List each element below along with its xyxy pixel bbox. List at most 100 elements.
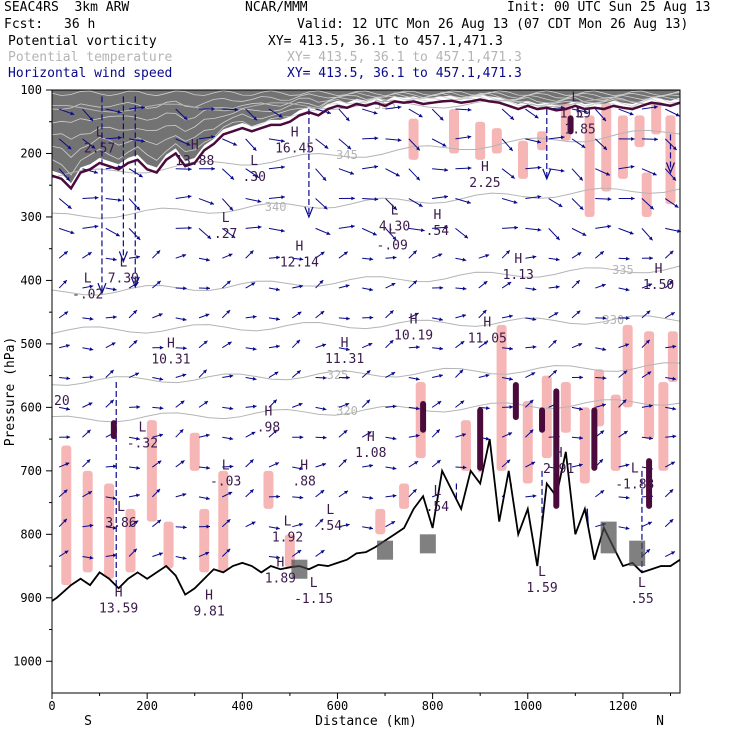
theta-contour-line — [51, 98, 681, 113]
wind-vector-head — [206, 524, 211, 529]
pv-shade-cell — [449, 109, 460, 154]
wind-vector-head — [182, 556, 187, 560]
wind-vector-head — [672, 434, 677, 439]
wind-vector-head — [369, 463, 374, 468]
wind-vector-head — [65, 462, 70, 466]
wind-vector-head — [182, 373, 187, 378]
wind-vector-head — [600, 430, 605, 435]
extremum-value: -.09 — [377, 238, 408, 253]
wind-vector-head — [324, 144, 329, 149]
edge-value-label: 20 — [54, 394, 70, 409]
wind-vector-head — [623, 370, 628, 375]
terrain-layer — [51, 438, 681, 693]
extremum-value: 10.19 — [394, 329, 433, 344]
wind-vector-head — [320, 550, 325, 554]
wind-vector-head — [529, 399, 534, 404]
extremum-value: 10.31 — [151, 353, 190, 368]
extremum-marker: L — [222, 211, 230, 226]
wind-vector-head — [552, 339, 557, 344]
wind-vector-head — [351, 196, 355, 201]
wind-vector-head — [227, 341, 232, 346]
wind-vector-head — [392, 436, 397, 441]
wind-vector-head — [631, 196, 635, 201]
strong-wind-head — [542, 168, 552, 181]
wind-vector-head — [467, 166, 472, 171]
wind-vector-head — [345, 347, 350, 352]
wind-vector-head — [94, 195, 99, 200]
wind-vector-head — [320, 490, 325, 494]
wind-vector-head — [87, 491, 92, 495]
wind-vector-head — [180, 460, 185, 465]
wind-vector-head — [366, 399, 370, 404]
wind-vector-head — [112, 496, 117, 501]
wind-vector-head — [89, 117, 94, 122]
pv-high-blob — [591, 407, 598, 471]
wind-vector-head — [159, 406, 164, 410]
wind-vector-head — [252, 346, 257, 351]
wind-vector-head — [226, 280, 231, 285]
wind-vector-head — [510, 174, 515, 179]
wind-vector-head — [276, 555, 280, 560]
wind-vector-head — [112, 525, 117, 530]
wind-vector-head — [436, 429, 440, 434]
wind-vector-head — [62, 280, 67, 285]
wind-vector-head — [89, 284, 94, 289]
wind-vector-head — [67, 204, 72, 209]
pv-shade-cell — [218, 470, 229, 573]
extremum-value: -.32 — [127, 436, 158, 451]
wind-vector-head — [66, 435, 71, 440]
wind-vector-head — [466, 200, 471, 204]
wind-vector-head — [183, 286, 187, 291]
wind-vector-head — [672, 176, 676, 181]
wind-vector-head — [202, 369, 207, 374]
extremum-value: 1.89 — [265, 572, 296, 587]
extremum-marker: L — [631, 462, 639, 477]
wind-vector-head — [483, 281, 488, 285]
wind-vector-head — [508, 146, 513, 151]
extremum-marker: H — [481, 160, 489, 175]
pv-high-blob — [553, 388, 560, 509]
wind-vector-head — [369, 526, 374, 530]
wind-vector-head — [392, 255, 397, 260]
wind-vector-head — [369, 287, 373, 292]
wind-vector-head — [416, 345, 420, 350]
y-axis-label: Pressure (hPa) — [3, 337, 18, 447]
pv-shade-cell — [104, 483, 115, 579]
wind-vector-head — [576, 310, 581, 315]
wind-vector-head — [373, 110, 378, 115]
y-tick-label: 500 — [20, 337, 42, 351]
wind-vector-head — [599, 459, 603, 463]
terrain-pv-shade — [291, 559, 308, 579]
wind-vector-head — [532, 494, 537, 499]
wind-vector-head — [206, 465, 210, 470]
extremum-marker: H — [483, 316, 491, 331]
wind-vector-head — [485, 373, 490, 378]
extremum-value: -.02 — [72, 287, 103, 302]
wind-vector-head — [112, 257, 117, 262]
wind-vector-head — [89, 523, 94, 528]
wind-vector-head — [648, 283, 653, 287]
wind-vector-head — [416, 176, 420, 181]
wind-vector-head — [186, 142, 191, 146]
extremum-marker: H — [276, 556, 284, 571]
pv-shade-cell — [146, 420, 157, 522]
extremum-marker: L — [326, 503, 334, 518]
wind-vector-head — [296, 339, 300, 344]
wind-vector-head — [560, 168, 565, 173]
wind-vector-head — [675, 112, 680, 117]
pv-tropopause-line — [51, 98, 681, 191]
wind-vector-head — [249, 489, 254, 494]
wind-vector-head — [600, 490, 605, 494]
wind-vector-head — [70, 111, 75, 116]
wind-vector-head — [389, 340, 394, 344]
wind-vector-head — [109, 369, 114, 374]
wind-vector-head — [646, 549, 651, 553]
pv-shade-cell — [644, 331, 655, 440]
wind-vector-head — [249, 250, 254, 255]
wind-vector-head — [607, 224, 612, 229]
extremum-value: .55 — [630, 592, 653, 607]
wind-vector-head — [605, 172, 610, 176]
wind-vector-head — [602, 376, 607, 380]
wind-vector-head — [438, 253, 443, 258]
wind-vector-head — [392, 404, 397, 409]
